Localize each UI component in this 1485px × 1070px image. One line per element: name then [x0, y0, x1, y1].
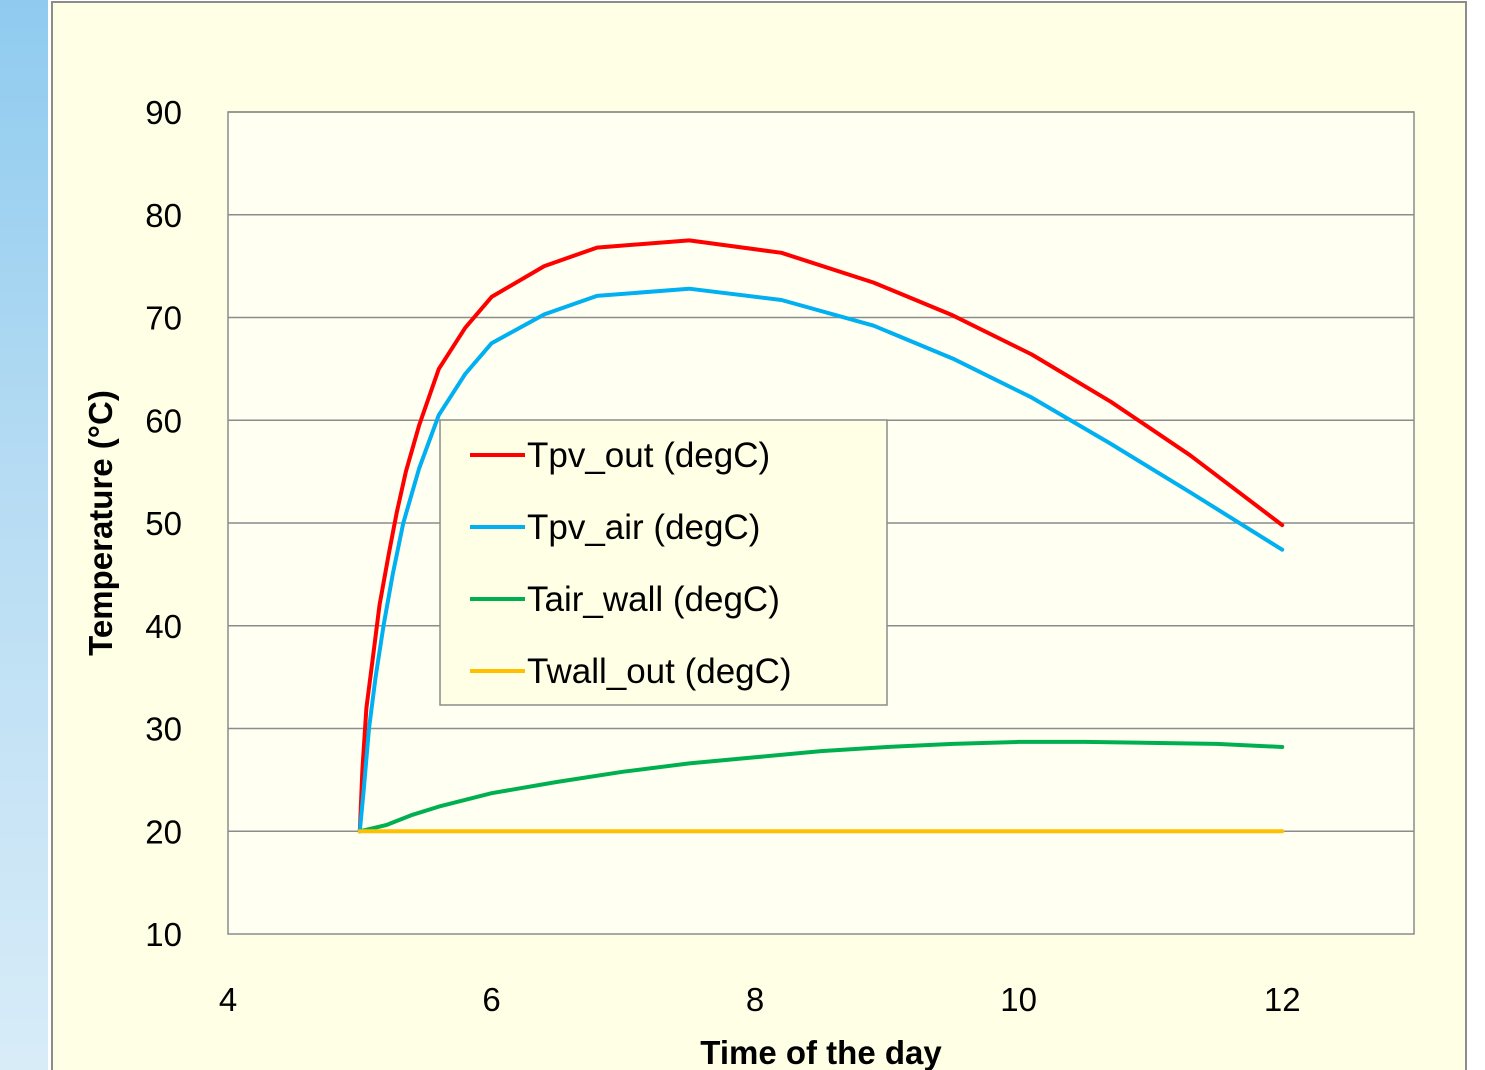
- y-tick-label: 90: [145, 94, 182, 131]
- x-tick-label: 4: [219, 981, 237, 1018]
- x-axis-title: Time of the day: [700, 1034, 942, 1070]
- legend-items: Tpv_out (degC) Tpv_air (degC) Tair_wall (d…: [470, 436, 792, 691]
- y-tick-label: 20: [145, 813, 182, 850]
- legend-label: Tair_wall (degC): [527, 580, 780, 619]
- legend-box: [439, 419, 888, 706]
- legend-label: Twall_out (degC): [527, 652, 792, 691]
- x-tick-label: 10: [1000, 981, 1037, 1018]
- y-tick-label: 50: [145, 505, 182, 542]
- legend-label: Tpv_air (degC): [527, 508, 760, 547]
- y-axis-title: Temperature (°C): [82, 390, 119, 656]
- series-lines: [357, 238, 1285, 834]
- y-tick-label: 30: [145, 711, 182, 748]
- y-tick-label: 70: [145, 300, 182, 337]
- series-line-1: [357, 238, 1285, 834]
- y-tick-label: 10: [145, 916, 182, 953]
- x-axis-tick-labels: 4 6 8 10 12: [219, 981, 1301, 1018]
- side-decoration-band: [0, 0, 48, 1070]
- series-line-3: [357, 739, 1285, 834]
- y-tick-label: 60: [145, 402, 182, 439]
- y-tick-label: 40: [145, 608, 182, 645]
- y-axis-tick-labels: 10 20 30 40 50 60 70 80 90: [145, 94, 182, 953]
- series-line-2: [357, 286, 1285, 834]
- legend-label: Tpv_out (degC): [527, 436, 770, 475]
- y-tick-label: 80: [145, 197, 182, 234]
- legend: Tpv_out (degC) Tpv_air (degC) Tair_wall (d…: [439, 419, 888, 706]
- x-tick-label: 12: [1264, 981, 1301, 1018]
- plot-area-border: [227, 111, 1415, 935]
- x-tick-label: 8: [746, 981, 764, 1018]
- x-tick-label: 6: [482, 981, 500, 1018]
